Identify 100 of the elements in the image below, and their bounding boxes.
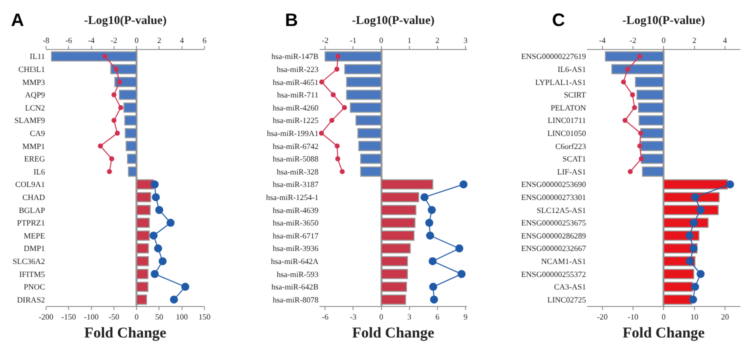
x2-tick-label: -2 [322, 36, 328, 45]
point [318, 130, 324, 136]
y-tick-label: COL9A1 [15, 180, 46, 190]
x2-tick-label: -8 [42, 36, 50, 45]
y-tick-label: MEPE [24, 231, 46, 240]
point [109, 156, 114, 162]
point [726, 180, 734, 188]
point [638, 156, 644, 162]
x2-tick-label: 0 [379, 36, 384, 45]
y-tick-label: hsa-miR-4651 [272, 78, 318, 87]
y-tick-label: hsa-miR-1254-1 [266, 193, 318, 202]
point [625, 66, 630, 72]
x2-tick-label: -1 [350, 36, 357, 45]
point [686, 232, 694, 240]
y-tick-label: IL11 [30, 52, 46, 62]
x-tick-label: 0 [379, 312, 384, 322]
point [622, 118, 628, 123]
y-tick-label: LCN2 [25, 103, 46, 112]
y-tick-label: PTPRZ1 [17, 218, 46, 228]
y-tick-label: PNOC [24, 282, 46, 292]
point [630, 92, 636, 98]
x2-tick-label: 1 [407, 36, 412, 45]
y-tick-label: SLC12A5-AS1 [536, 206, 586, 215]
point [181, 282, 190, 291]
x2-tick-label: 0 [662, 36, 666, 45]
x-axis-title: Fold Change [84, 326, 167, 342]
y-tick-label: hsa-miR-3187 [272, 180, 318, 190]
point [111, 118, 116, 123]
x-axis-title: Fold Change [622, 326, 706, 342]
y-tick-label: hsa-miR-223 [276, 65, 318, 74]
y-tick-label: LINC01050 [547, 129, 586, 138]
y-tick-label: SLC36A2 [12, 257, 46, 266]
y-tick-label: LINC01711 [548, 116, 586, 126]
x2-tick-label: 6 [202, 36, 207, 45]
y-tick-label: NCAM1-AS1 [541, 257, 586, 266]
point [430, 296, 438, 304]
y-tick-label: hsa-miR-147B [271, 52, 318, 62]
point [114, 130, 120, 136]
y-tick-label: C6orf223 [555, 142, 586, 151]
point [637, 54, 642, 59]
point [334, 66, 340, 72]
point [336, 54, 341, 59]
x-tick-label: -50 [108, 312, 120, 322]
point [335, 156, 340, 162]
y-tick-label: hsa-miR-593 [276, 270, 318, 279]
y-tick-label: hsa-miR-1225 [272, 116, 318, 126]
y-tick-label: hsa-miR-642A [270, 257, 319, 266]
y-tick-label: ENSG00000253690 [521, 180, 586, 190]
point [158, 257, 167, 266]
y-tick-label: CA9 [30, 129, 46, 138]
point [429, 282, 438, 291]
point [155, 206, 164, 214]
point [691, 282, 700, 291]
x-axis-title: Fold Change [352, 326, 435, 342]
point [696, 270, 705, 278]
y-tick-label: IFITM5 [19, 270, 46, 279]
y-tick-label: CHAD [22, 193, 46, 202]
x-tick-label: 9 [463, 312, 468, 322]
y-tick-label: BGLAP [18, 206, 46, 215]
x-tick-label: -6 [322, 312, 328, 322]
point [330, 92, 336, 98]
y-tick-label: hsa-miR-4639 [272, 206, 318, 215]
y-tick-label: CA3-AS1 [554, 282, 586, 292]
y-tick-label: ENSG00000273301 [521, 193, 586, 202]
text: C [552, 10, 565, 30]
x-tick-label: 10 [690, 312, 698, 322]
x2-tick-label: -6 [65, 36, 72, 45]
y-tick-label: hsa-miR-6742 [272, 142, 318, 151]
x-tick-label: -150 [61, 312, 76, 322]
y-tick-label: AQP9 [25, 90, 46, 100]
y-tick-label: hsa-miR-199A1 [266, 129, 318, 138]
point [696, 206, 705, 214]
point [106, 169, 112, 174]
y-tick-label: CHI3L1 [18, 65, 46, 74]
point [114, 66, 119, 72]
y-tick-label: ENSG00000255372 [521, 270, 586, 279]
x2-axis-title: -Log10(P-value) [352, 13, 435, 28]
x-tick-label: -10 [628, 312, 638, 322]
y-tick-label: EREG [24, 154, 46, 164]
y-tick-label: LYPLAL1-AS1 [535, 78, 586, 87]
y-tick-label: hsa-miR-8078 [272, 295, 318, 304]
point [690, 244, 698, 252]
y-tick-label: hsa-miR-328 [276, 167, 318, 176]
y-tick-label: ENSG00000286289 [521, 231, 586, 240]
x-tick-label: 3 [407, 312, 412, 322]
x2-tick-label: -4 [88, 36, 95, 45]
x2-axis-title: -Log10(P-value) [622, 13, 705, 28]
x2-axis-title: -Log10(P-value) [84, 13, 167, 28]
point [691, 193, 700, 202]
point [152, 193, 160, 202]
y-tick-label: ENSG00000232667 [521, 244, 586, 254]
y-tick-label: hsa-miR-6717 [272, 231, 318, 240]
y-tick-label: hsa-miR-711 [277, 90, 318, 100]
x2-tick-label: 2 [692, 36, 696, 45]
x-tick-label: 150 [198, 312, 211, 322]
point [150, 270, 159, 278]
x2-tick-label: 4 [180, 36, 184, 45]
point [319, 80, 324, 84]
x-tick-label: 50 [155, 312, 164, 322]
x2-tick-label: 3 [463, 36, 468, 45]
